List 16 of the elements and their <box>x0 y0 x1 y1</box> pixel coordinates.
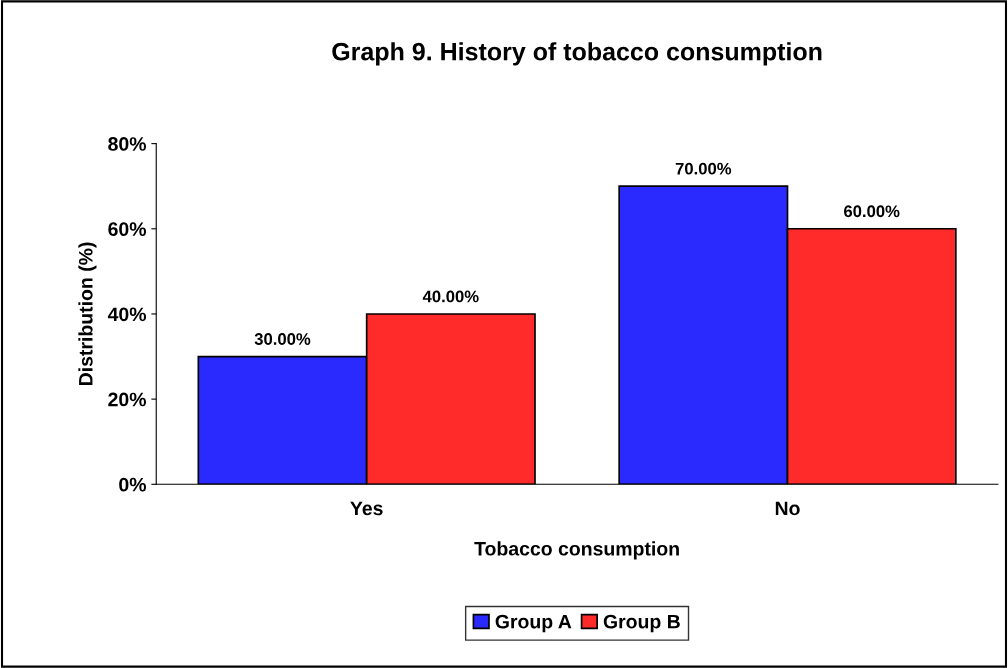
data-label: 70.00% <box>675 162 732 175</box>
x-tick-label: No <box>775 501 800 516</box>
data-label: 60.00% <box>844 205 900 218</box>
y-axis-title: Distribution (%) <box>78 242 97 386</box>
y-tick-label: 0% <box>119 477 147 492</box>
y-tick-label: 20% <box>108 392 147 407</box>
y-tick-label: 40% <box>107 307 147 322</box>
x-tick-label: Yes <box>350 501 383 516</box>
data-label: 30.00% <box>254 333 311 345</box>
y-tick-label: 60% <box>108 222 147 237</box>
y-tick-label: 80% <box>108 137 147 151</box>
x-axis-title: Tobacco consumption <box>474 541 679 560</box>
chart-title: Graph 9. History of tobacco consumption <box>332 42 822 66</box>
legend-label: Group A <box>495 614 572 633</box>
legend-label: Group B <box>603 614 680 633</box>
data-label: 40.00% <box>422 290 479 303</box>
